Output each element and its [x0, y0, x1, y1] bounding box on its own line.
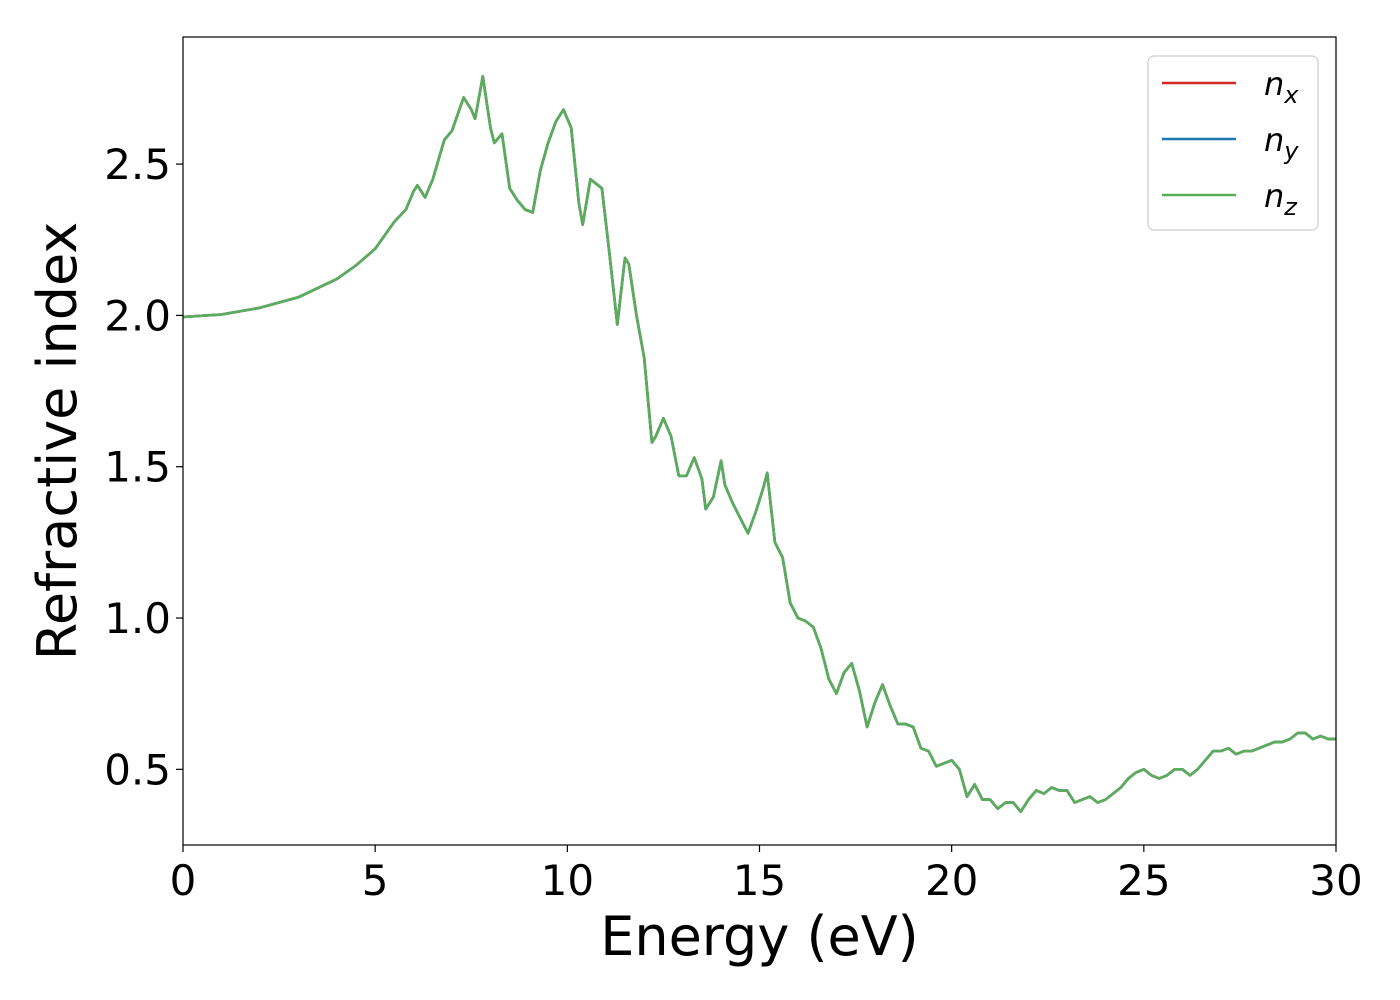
- series-line-z: [182, 75, 1336, 814]
- legend-label-subscript: y: [1283, 137, 1299, 165]
- x-tick-label: 30: [1309, 856, 1362, 905]
- y-axis-title: Refractive index: [26, 222, 89, 661]
- legend-label-base: n: [1264, 65, 1284, 103]
- legend-label-subscript: z: [1283, 193, 1298, 221]
- x-axis-title: Energy (eV): [600, 905, 919, 968]
- x-tick-label: 20: [925, 856, 978, 905]
- legend-label-subscript: x: [1283, 81, 1299, 109]
- legend-label-base: n: [1264, 121, 1284, 159]
- x-tick-label: 5: [362, 856, 389, 905]
- y-tick-label: 2.5: [104, 140, 171, 189]
- legend-label-base: n: [1264, 177, 1284, 215]
- y-tick-label: 0.5: [104, 745, 171, 794]
- legend-box: [1147, 55, 1319, 231]
- x-tick-label: 15: [733, 856, 786, 905]
- x-tick-label: 10: [541, 856, 594, 905]
- series-layer: [182, 75, 1336, 814]
- x-tick-label: 25: [1117, 856, 1170, 905]
- y-tick-label: 1.5: [104, 443, 171, 492]
- legend-label-z: nz: [1264, 177, 1298, 221]
- plot-background: [183, 37, 1336, 845]
- x-tick-label: 0: [170, 856, 197, 905]
- y-tick-label: 2.0: [104, 291, 171, 340]
- legend-label-x: nx: [1264, 65, 1299, 109]
- y-tick-label: 1.0: [104, 594, 171, 643]
- x-axis: 0 5 10 15 20 25 30: [170, 845, 1363, 905]
- legend-label-y: ny: [1264, 121, 1299, 165]
- y-axis: 0.5 1.0 1.5 2.0 2.5: [104, 140, 183, 794]
